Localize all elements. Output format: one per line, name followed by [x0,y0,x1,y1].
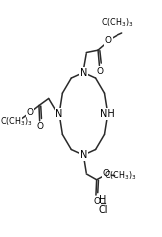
Text: Cl: Cl [98,205,108,215]
Text: O: O [36,122,43,131]
Text: C(CH$_3$)$_3$: C(CH$_3$)$_3$ [101,16,133,29]
Text: O: O [105,36,112,45]
Text: N: N [80,150,87,160]
Text: C(CH$_3$)$_3$: C(CH$_3$)$_3$ [104,170,136,182]
Text: N: N [55,109,63,119]
Text: N: N [80,68,87,77]
Text: O: O [93,197,100,206]
Text: O: O [103,169,110,178]
Text: C(CH$_3$)$_3$: C(CH$_3$)$_3$ [0,116,33,128]
Text: O: O [26,108,33,117]
Text: O: O [96,67,103,76]
Text: H: H [99,196,107,205]
Text: NH: NH [100,109,115,119]
